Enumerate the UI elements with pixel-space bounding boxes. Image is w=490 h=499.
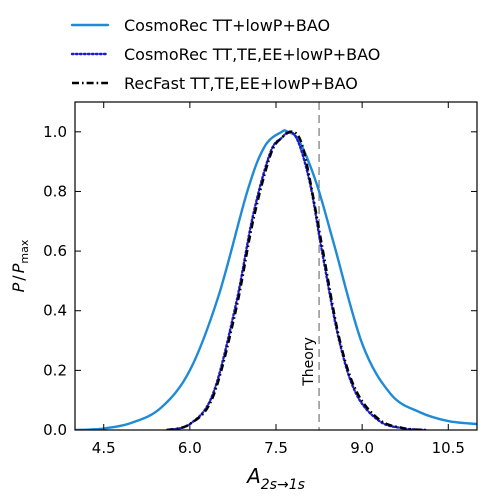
y-tick-label: 0.8	[43, 182, 67, 200]
legend-label-1: CosmoRec TT+lowP+BAO	[124, 16, 330, 35]
y-tick-label: 0.4	[43, 302, 67, 320]
axes: Theory 4.5 6.0 7.5 9.0 10.5 0.0 0.2 0.4 0.6 0.8 1.0…	[9, 101, 478, 493]
x-tick-label: 4.5	[92, 439, 116, 457]
series-line-3	[166, 130, 426, 430]
series-line-1	[75, 129, 477, 430]
y-tick-label: 0.6	[43, 242, 67, 260]
legend: CosmoRec TT+lowP+BAO CosmoRec TT,TE,EE+lo…	[70, 16, 380, 93]
x-tick-label: 7.5	[264, 439, 288, 457]
y-tick-label: 0.0	[43, 421, 67, 439]
series-line-2	[165, 130, 427, 430]
legend-label-2: CosmoRec TT,TE,EE+lowP+BAO	[124, 45, 380, 64]
axes-frame	[74, 101, 478, 431]
plot-area	[75, 102, 477, 430]
x-tick-label: 9.0	[350, 439, 374, 457]
y-tick-label: 0.2	[43, 361, 67, 379]
y-axis-title: P/Pmax	[9, 239, 31, 292]
y-tick-label: 1.0	[43, 123, 67, 141]
x-tick-label: 6.0	[178, 439, 202, 457]
x-tick-label: 10.5	[432, 439, 465, 457]
theory-label: Theory	[301, 337, 317, 387]
legend-label-3: RecFast TT,TE,EE+lowP+BAO	[124, 74, 358, 93]
x-axis-title: A2s→1s	[245, 464, 305, 493]
